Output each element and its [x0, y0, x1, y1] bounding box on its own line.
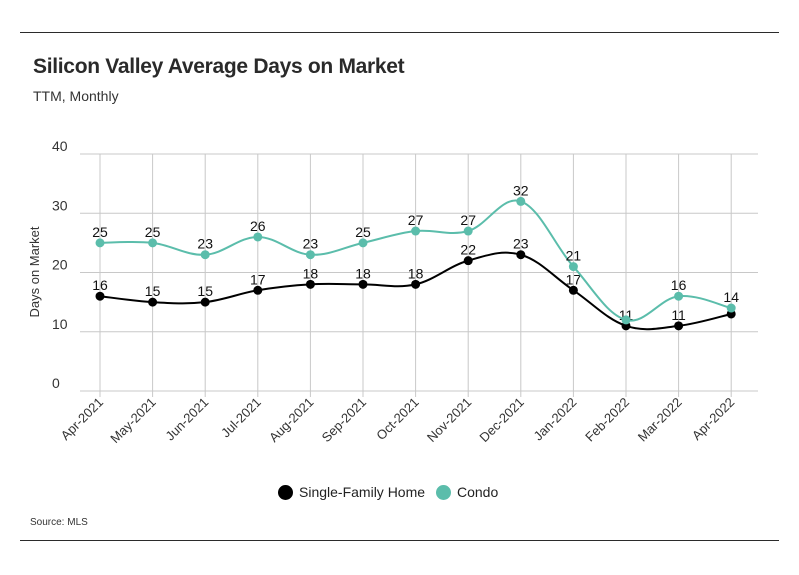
data-label-condo-May-2021: 25 — [145, 224, 161, 240]
point-single-family-home-Sep-2021 — [358, 279, 368, 289]
chart-subtitle: TTM, Monthly — [33, 88, 119, 104]
data-label-condo-Aug-2021: 23 — [303, 236, 319, 252]
point-condo-Jun-2021 — [200, 250, 210, 260]
point-condo-May-2021 — [148, 238, 158, 248]
point-single-family-home-May-2021 — [148, 297, 158, 307]
point-single-family-home-Nov-2021 — [463, 256, 473, 266]
x-tick-label-Feb-2022: Feb-2022 — [582, 395, 632, 445]
data-label-single-family-home-Aug-2021: 18 — [303, 265, 319, 281]
x-tick-label-Aug-2021: Aug-2021 — [266, 395, 316, 445]
data-label-single-family-home-May-2021: 15 — [145, 283, 161, 299]
legend-item-single-family-home: Single-Family Home — [278, 482, 425, 502]
x-tick-label-Nov-2021: Nov-2021 — [424, 395, 474, 445]
data-label-condo-Jun-2021: 23 — [197, 236, 213, 252]
x-tick-label-Apr-2021: Apr-2021 — [58, 395, 106, 443]
data-label-single-family-home-Sep-2021: 18 — [355, 265, 371, 281]
point-single-family-home-Jun-2021 — [200, 297, 210, 307]
legend-label-single-family-home: Single-Family Home — [299, 484, 426, 500]
chart-title: Silicon Valley Average Days on Market — [33, 55, 405, 78]
data-label-condo-Apr-2021: 25 — [92, 224, 108, 240]
x-tick-label-Dec-2021: Dec-2021 — [476, 395, 526, 445]
data-label-condo-Mar-2022: 16 — [671, 277, 687, 293]
data-label-single-family-home-Dec-2021: 23 — [513, 236, 529, 252]
data-label-condo-Oct-2021: 27 — [408, 212, 424, 228]
x-tick-label-Oct-2021: Oct-2021 — [373, 395, 421, 443]
source-note: Source: MLS — [30, 517, 88, 528]
point-single-family-home-Aug-2021 — [305, 279, 315, 289]
x-tick-label-Jul-2021: Jul-2021 — [218, 395, 264, 441]
point-condo-Feb-2022 — [621, 315, 631, 325]
x-tick-label-Sep-2021: Sep-2021 — [319, 395, 369, 445]
x-tick-label-Jun-2021: Jun-2021 — [162, 395, 211, 444]
point-condo-Apr-2022 — [726, 303, 736, 313]
data-label-condo-Jan-2022: 21 — [566, 248, 582, 264]
point-condo-Dec-2021 — [516, 196, 526, 206]
data-label-condo-Dec-2021: 32 — [513, 182, 529, 198]
point-condo-Mar-2022 — [674, 291, 684, 301]
point-single-family-home-Apr-2021 — [95, 291, 105, 301]
data-label-single-family-home-Jul-2021: 17 — [250, 271, 266, 287]
data-label-single-family-home-Nov-2021: 22 — [460, 242, 476, 258]
data-label-single-family-home-Jan-2022: 17 — [566, 271, 582, 287]
y-tick-label-40: 40 — [52, 138, 68, 154]
x-tick-label-Jan-2022: Jan-2022 — [531, 395, 580, 444]
legend-label-condo: Condo — [457, 484, 499, 500]
legend-marker-condo — [436, 484, 451, 500]
point-single-family-home-Mar-2022 — [674, 321, 684, 331]
point-condo-Jul-2021 — [253, 232, 263, 242]
x-tick-label-Apr-2022: Apr-2022 — [689, 395, 737, 443]
data-label-single-family-home-Jun-2021: 15 — [197, 283, 213, 299]
point-condo-Aug-2021 — [305, 250, 315, 260]
point-condo-Sep-2021 — [358, 238, 368, 248]
point-single-family-home-Dec-2021 — [516, 250, 526, 260]
y-tick-label-30: 30 — [52, 197, 68, 213]
legend-item-condo: Condo — [436, 482, 498, 502]
top-rule — [20, 32, 779, 33]
y-tick-label-0: 0 — [52, 375, 60, 391]
point-single-family-home-Jul-2021 — [253, 285, 263, 295]
x-tick-label-May-2021: May-2021 — [107, 395, 158, 446]
point-condo-Nov-2021 — [463, 226, 473, 236]
data-label-single-family-home-Apr-2021: 16 — [92, 277, 108, 293]
data-label-single-family-home-Mar-2022: 11 — [671, 307, 686, 323]
data-label-single-family-home-Oct-2021: 18 — [408, 265, 424, 281]
data-label-condo-Apr-2022: 14 — [723, 289, 739, 305]
point-condo-Apr-2021 — [95, 238, 105, 248]
point-single-family-home-Oct-2021 — [411, 279, 421, 289]
point-condo-Jan-2022 — [568, 262, 578, 272]
data-label-condo-Nov-2021: 27 — [460, 212, 476, 228]
data-label-condo-Jul-2021: 26 — [250, 218, 266, 234]
x-tick-label-Mar-2022: Mar-2022 — [635, 395, 685, 445]
point-single-family-home-Jan-2022 — [568, 285, 578, 295]
y-axis-label: Days on Market — [27, 226, 42, 317]
bottom-rule — [20, 540, 779, 541]
y-tick-label-20: 20 — [52, 257, 68, 273]
legend-marker-single-family-home — [278, 484, 293, 500]
data-label-condo-Sep-2021: 25 — [355, 224, 371, 240]
point-condo-Oct-2021 — [411, 226, 421, 236]
y-tick-label-10: 10 — [52, 316, 68, 332]
